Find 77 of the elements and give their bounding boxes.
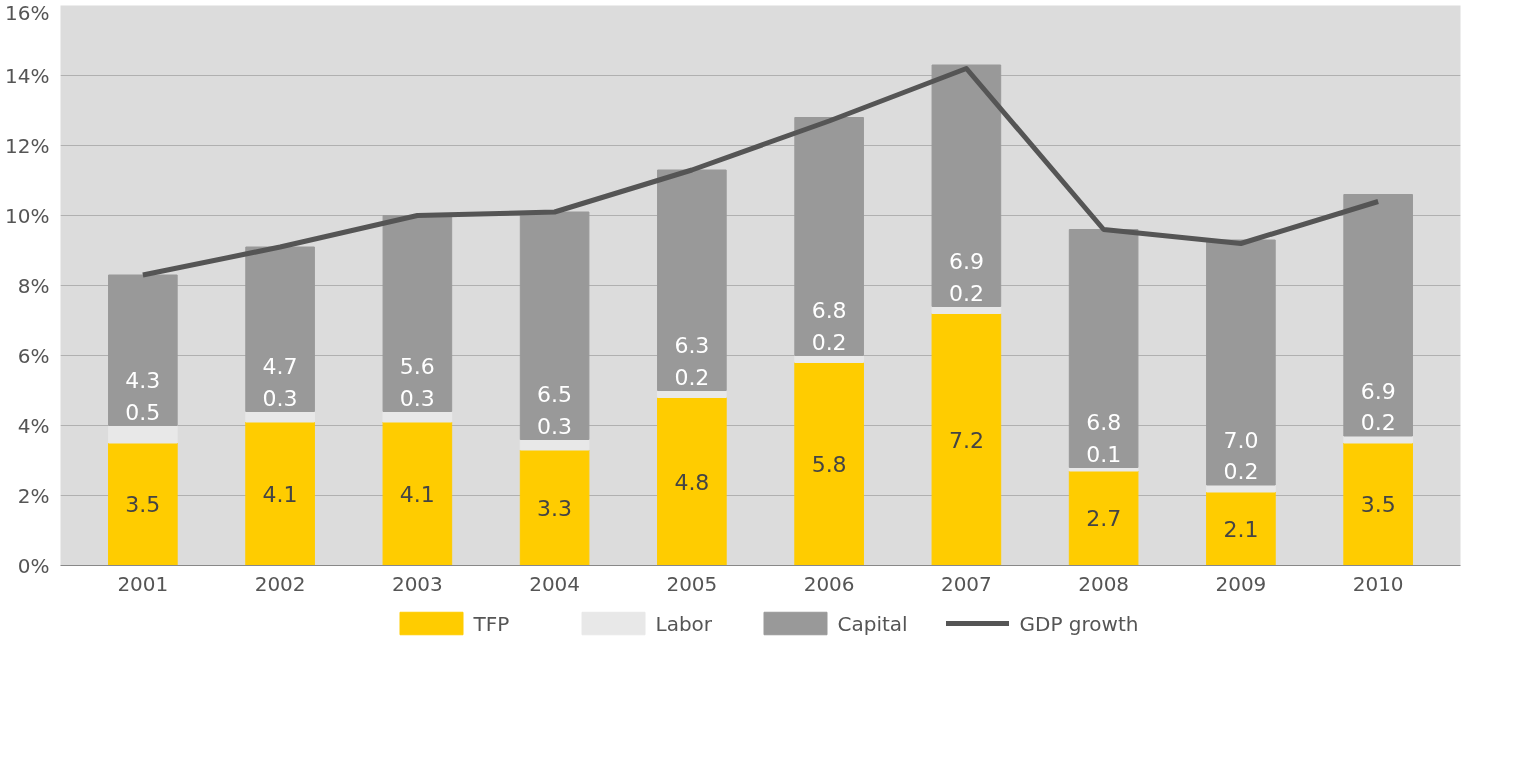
bar (245, 246, 315, 412)
data-label: 6.8 (1086, 410, 1122, 435)
data-label: 2.1 (1223, 516, 1259, 542)
bar (1068, 470, 1139, 566)
data-label: 0.2 (811, 329, 847, 355)
bar (1343, 194, 1413, 437)
y-tick-label: 6% (17, 343, 50, 368)
bar (382, 215, 453, 412)
data-label: 3.5 (125, 492, 161, 518)
data-label: 4.1 (399, 481, 435, 507)
data-label: 3.5 (1360, 492, 1396, 518)
data-label: 7.2 (948, 427, 984, 453)
data-label: 6.8 (811, 298, 847, 323)
data-label: 4.3 (125, 368, 161, 393)
bar (657, 169, 727, 391)
x-tick-label: 2006 (803, 571, 855, 596)
data-label: 0.1 (1086, 441, 1122, 467)
y-tick-label: 14% (5, 63, 50, 88)
data-label: 0.3 (399, 385, 435, 411)
legend-label: Labor (655, 611, 713, 636)
data-label: 7.0 (1223, 427, 1259, 453)
data-label: 0.5 (125, 399, 161, 425)
bar (382, 411, 453, 423)
bar (1206, 491, 1276, 566)
x-tick-label: 2009 (1215, 571, 1267, 596)
x-tick-label: 2004 (529, 571, 581, 596)
y-tick-label: 12% (5, 133, 50, 158)
x-tick-label: 2001 (117, 571, 169, 596)
data-label: 5.8 (811, 452, 847, 477)
data-label: 5.6 (399, 354, 435, 379)
data-label: 6.9 (948, 249, 984, 274)
data-label: 6.9 (1360, 378, 1396, 404)
bar (519, 439, 590, 451)
x-tick-label: 2007 (940, 571, 992, 596)
bar (1206, 239, 1276, 486)
data-label: 0.2 (674, 364, 710, 390)
bar (108, 274, 178, 426)
data-label: 4.8 (674, 469, 710, 495)
bar (1068, 229, 1139, 468)
data-label: 0.3 (262, 385, 298, 411)
x-tick-label: 2010 (1352, 571, 1404, 596)
bar (519, 211, 590, 440)
bar (931, 313, 1002, 566)
y-tick-label: 0% (17, 553, 50, 578)
bar (1343, 442, 1413, 566)
x-tick-label: 2008 (1078, 571, 1130, 596)
data-label: 6.3 (674, 333, 710, 358)
bar (931, 64, 1002, 307)
legend-label: GDP growth (1019, 611, 1139, 636)
bar (108, 425, 178, 444)
data-label: 2.7 (1086, 506, 1122, 532)
x-tick-label: 2003 (391, 571, 443, 596)
bar (794, 117, 864, 356)
y-tick-label: 8% (17, 273, 50, 298)
y-tick-label: 4% (17, 413, 50, 438)
bar (519, 449, 590, 566)
data-label: 4.7 (262, 354, 298, 379)
bar (245, 411, 315, 423)
y-tick-label: 16% (5, 0, 50, 25)
legend-label: TFP (472, 611, 510, 636)
legend-label: Capital (837, 611, 908, 636)
bar (657, 397, 727, 566)
data-label: 0.3 (537, 413, 573, 439)
x-tick-label: 2005 (666, 571, 718, 596)
y-tick-label: 2% (17, 483, 50, 508)
data-label: 3.3 (537, 495, 573, 521)
data-label: 0.2 (1360, 410, 1396, 435)
bar (108, 442, 178, 566)
x-tick-label: 2002 (254, 571, 306, 596)
data-label: 6.5 (537, 382, 573, 407)
data-label: 4.1 (262, 481, 298, 507)
y-tick-label: 10% (5, 203, 50, 228)
bar (794, 362, 864, 566)
data-label: 0.2 (1223, 459, 1259, 484)
data-label: 0.2 (948, 280, 984, 306)
bar (245, 421, 315, 566)
bar (382, 421, 453, 566)
